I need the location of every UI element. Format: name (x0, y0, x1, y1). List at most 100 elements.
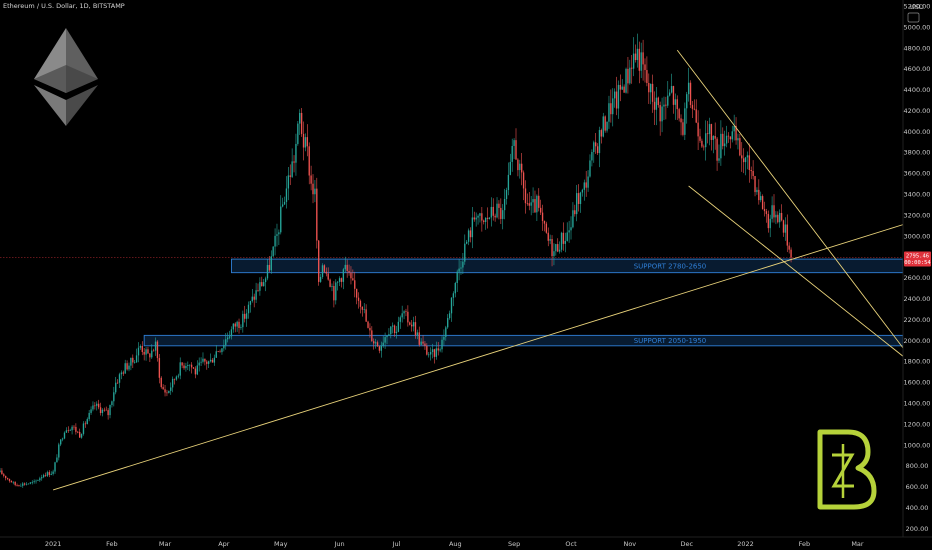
trendline[interactable] (676, 49, 904, 349)
candle (14, 481, 16, 487)
candle (549, 234, 551, 245)
candle (555, 243, 557, 256)
candle (538, 188, 540, 212)
candle (219, 349, 221, 353)
price-tick-label: 1000.00 (904, 441, 931, 449)
candle (684, 102, 686, 140)
candle (141, 341, 143, 356)
candle (58, 442, 60, 461)
candle (663, 96, 665, 121)
candle (407, 305, 409, 327)
support-zone-upper[interactable]: SUPPORT 2780-2650 (230, 258, 904, 274)
price-tick-label: 1800.00 (904, 358, 931, 366)
price-tick-label: 3400.00 (904, 191, 931, 199)
candle (147, 346, 149, 354)
candle (741, 142, 743, 172)
candle (319, 273, 322, 283)
price-tick-label: 4800.00 (904, 44, 931, 52)
candle (198, 357, 200, 372)
candle (551, 235, 553, 267)
candle (257, 283, 259, 292)
candle (456, 269, 458, 293)
settings-icon[interactable] (907, 12, 920, 23)
candle (344, 256, 346, 273)
candle (746, 151, 749, 170)
candle (31, 480, 33, 485)
candle (18, 484, 20, 487)
bz-brand-logo (817, 429, 877, 510)
price-tick-label: 800.00 (906, 462, 929, 470)
candle (107, 408, 109, 420)
time-tick-label: May (274, 540, 288, 548)
candle (350, 266, 352, 285)
candle (418, 326, 420, 347)
candle (718, 144, 720, 164)
candle (761, 194, 764, 210)
price-tick-label: 2200.00 (904, 316, 931, 324)
candle (462, 253, 464, 275)
candle (266, 259, 269, 281)
support-zone-lower[interactable]: SUPPORT 2050-1950 (143, 334, 904, 347)
candle (287, 167, 290, 201)
candle (420, 338, 422, 346)
candle (636, 33, 639, 68)
price-tick-label: 4600.00 (904, 65, 931, 73)
candle (278, 229, 280, 246)
candle (255, 282, 257, 303)
candle (242, 310, 244, 333)
price-badge-background (904, 251, 931, 267)
price-tick-label: 5200.00 (904, 2, 931, 10)
candle (261, 276, 263, 287)
candle (215, 345, 217, 358)
candle (412, 316, 415, 332)
candle (507, 162, 510, 196)
candle (530, 196, 532, 216)
candle (786, 214, 788, 253)
time-tick-label: Mar (159, 540, 172, 548)
trendline[interactable] (688, 185, 904, 357)
candle (399, 315, 401, 329)
candle (105, 406, 107, 411)
candle (403, 310, 405, 320)
candle (285, 176, 288, 209)
candle (691, 101, 694, 118)
candle (651, 74, 654, 113)
candle (460, 260, 462, 275)
time-tick-label: 2022 (737, 540, 754, 548)
candle (725, 125, 728, 148)
candle (722, 127, 724, 150)
time-axis[interactable]: 2021 Feb Mar Apr May Jun Jul Aug Sep Oct Nov Dec 202… (0, 536, 932, 550)
candle (615, 76, 618, 116)
candle (336, 280, 339, 291)
candle (295, 133, 297, 176)
candle (202, 352, 204, 364)
candle (428, 352, 430, 358)
candle (171, 376, 174, 393)
candle (299, 109, 301, 135)
candle (223, 339, 225, 352)
trendline[interactable] (52, 224, 904, 491)
candle (632, 37, 635, 77)
candle (775, 211, 777, 225)
candle (331, 283, 333, 292)
time-tick-label: Jul (392, 540, 401, 548)
candle (513, 138, 515, 160)
candle (536, 194, 538, 222)
price-axis[interactable]: USD 200.00 400.00 600.00 800.00 1000.00 1200.… (902, 0, 932, 550)
candle (760, 191, 762, 203)
candle (547, 227, 549, 247)
candle (297, 120, 299, 146)
candle (170, 382, 172, 395)
candle (625, 67, 627, 94)
candle (386, 335, 388, 345)
candle (44, 472, 47, 477)
candle (433, 348, 436, 364)
candle (612, 88, 614, 127)
support-zone-label: SUPPORT 2780-2650 (634, 262, 707, 270)
candle (469, 227, 472, 243)
candle (765, 208, 768, 223)
candle (211, 357, 214, 363)
candle (187, 361, 189, 371)
candle (629, 59, 631, 85)
